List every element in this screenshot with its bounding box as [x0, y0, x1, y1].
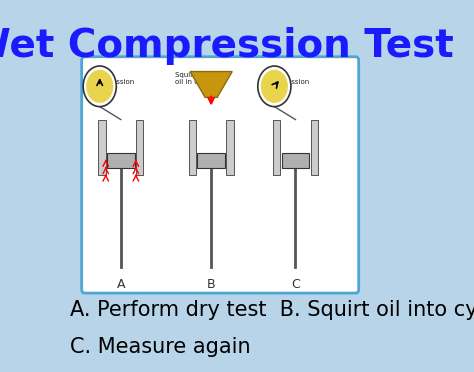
Polygon shape: [190, 71, 232, 97]
Polygon shape: [189, 119, 196, 175]
Circle shape: [261, 70, 288, 103]
Text: A: A: [117, 278, 125, 291]
Circle shape: [258, 66, 291, 107]
Circle shape: [86, 70, 113, 103]
Bar: [282, 153, 309, 167]
Text: Wet Compression Test: Wet Compression Test: [0, 27, 454, 65]
Text: A. Perform dry test  B. Squirt oil into cylinder: A. Perform dry test B. Squirt oil into c…: [70, 301, 474, 320]
Text: B: B: [207, 278, 216, 291]
Circle shape: [83, 66, 116, 107]
Text: C: C: [291, 278, 300, 291]
Text: Dry
compression
test: Dry compression test: [91, 71, 135, 92]
Polygon shape: [273, 119, 281, 175]
Bar: [107, 153, 135, 167]
Polygon shape: [98, 119, 106, 175]
Polygon shape: [310, 119, 318, 175]
Bar: [198, 153, 225, 167]
Text: Wet
compression
test: Wet compression test: [265, 71, 310, 92]
Polygon shape: [226, 119, 234, 175]
FancyBboxPatch shape: [82, 57, 359, 293]
Text: C. Measure again: C. Measure again: [70, 337, 250, 357]
Polygon shape: [136, 119, 144, 175]
Text: Squirt 3OW
oil in cylinder: Squirt 3OW oil in cylinder: [175, 71, 222, 84]
